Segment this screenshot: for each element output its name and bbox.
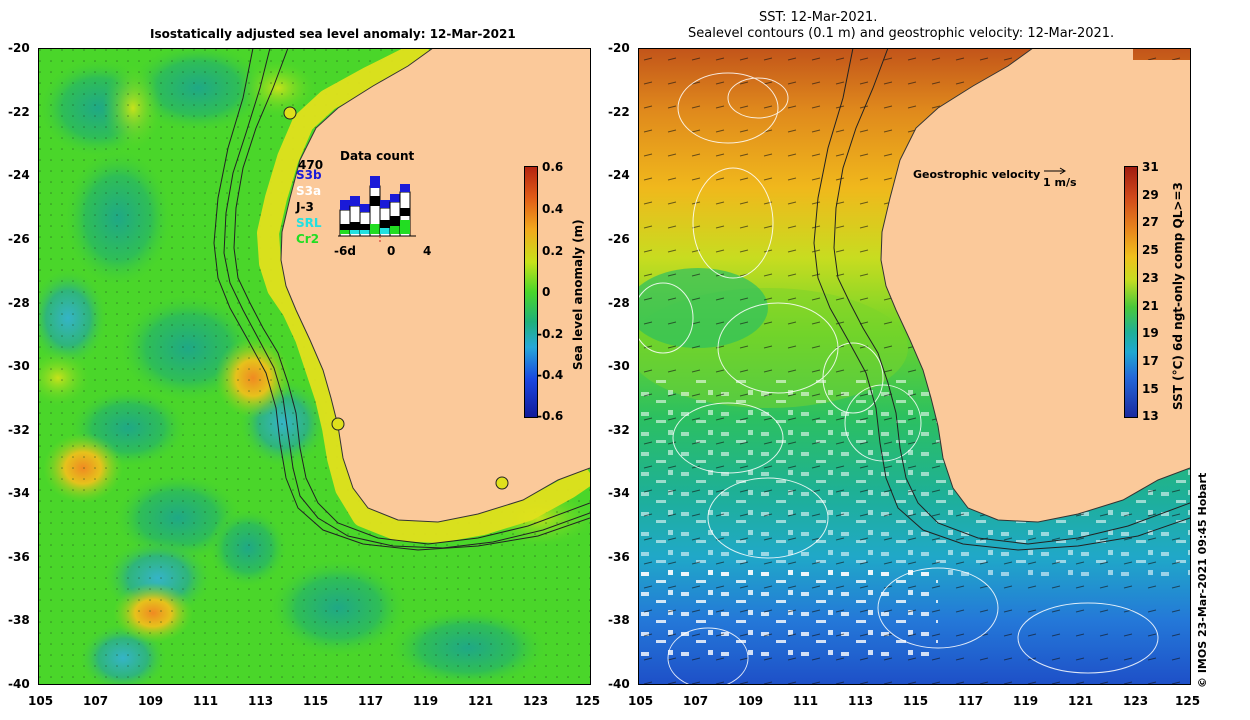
imos-credit: © IMOS 23-Mar-2021 09:45 Hobart [1196,472,1209,688]
y-tick: -36 [8,550,30,564]
sst-colorbar-tick: 31 [1142,160,1159,174]
sla-map-graphic [38,48,590,684]
sst-colorbar-tick: 17 [1142,354,1159,368]
sla-colorbar-tick: 0.2 [542,244,564,258]
satellite-label: Cr2 [296,232,320,246]
data-count-xlabel: 4 [423,244,432,258]
x-tick: 121 [468,694,494,708]
sst-colorbar-tick: 21 [1142,299,1159,313]
data-count-max: 470 [298,158,324,172]
x-tick: 111 [793,694,819,708]
y-tick: -30 [608,359,630,373]
y-tick: -34 [8,486,30,500]
sst-colorbar [1124,166,1138,418]
x-tick: 117 [358,694,384,708]
x-tick: 107 [683,694,709,708]
y-tick: -32 [608,423,630,437]
x-tick: 115 [903,694,929,708]
y-tick: -24 [8,168,30,182]
x-tick: 109 [738,694,764,708]
y-tick: -22 [8,105,30,119]
y-tick: -30 [8,359,30,373]
sst-colorbar-tick: 15 [1142,382,1159,396]
satellite-label: S3a [296,184,322,198]
right-panel-title-line2: Sealevel contours (0.1 m) and geostrophi… [688,26,1115,41]
velocity-scale-label: 1 m/s [1043,176,1077,189]
sla-colorbar-tick: -0.2 [537,327,564,341]
y-tick: -38 [608,613,630,627]
sst-map[interactable]: Geostrophic velocity 1 m/s 31 29 27 25 2… [638,48,1190,684]
sla-colorbar-tick: 0 [542,285,551,299]
x-tick: 119 [413,694,439,708]
sla-colorbar [524,166,538,418]
x-tick: 123 [523,694,549,708]
sla-colorbar-tick: -0.6 [537,409,564,423]
y-tick: -28 [8,296,30,310]
y-tick: -36 [608,550,630,564]
x-tick: 125 [1175,694,1201,708]
sst-colorbar-tick: 13 [1142,409,1159,423]
satellite-label: S3b [296,168,322,182]
x-tick: 111 [193,694,219,708]
satellite-label: SRL [296,216,322,230]
y-tick: -34 [608,486,630,500]
x-tick: 123 [1123,694,1149,708]
x-tick: 115 [303,694,329,708]
data-count-xlabel: -6d [334,244,356,258]
velocity-legend-label: Geostrophic velocity [913,168,1041,181]
sst-colorbar-tick: 19 [1142,326,1159,340]
y-tick: -32 [8,423,30,437]
histogram-bars [339,176,411,237]
sst-colorbar-tick: 29 [1142,188,1159,202]
x-tick: 113 [848,694,874,708]
x-tick: 113 [248,694,274,708]
sst-colorbar-tick: 25 [1142,243,1159,257]
sla-colorbar-tick: 0.6 [542,160,564,174]
x-tick: 105 [28,694,54,708]
left-panel-title: Isostatically adjusted sea level anomaly… [150,27,516,41]
y-tick: -40 [8,677,30,691]
sst-map-graphic [638,48,1190,684]
satellite-label: J-3 [296,200,314,214]
x-tick: 107 [83,694,109,708]
y-tick: -20 [608,41,630,55]
sla-colorbar-title: Sea level anomaly (m) [571,219,585,370]
sst-colorbar-tick: 23 [1142,271,1159,285]
y-tick: -26 [608,232,630,246]
x-tick: 119 [1013,694,1039,708]
data-count-xlabel: 0 [387,244,396,258]
y-tick: -24 [608,168,630,182]
x-tick: 125 [575,694,601,708]
y-tick: -22 [608,105,630,119]
y-tick: -38 [8,613,30,627]
x-tick: 109 [138,694,164,708]
y-tick: -20 [8,41,30,55]
y-tick: -28 [608,296,630,310]
sla-colorbar-tick: 0.4 [542,202,564,216]
sst-colorbar-title: SST (°C) 6d ngt-only comp QL>=3 [1171,182,1185,410]
sst-colorbar-tick: 27 [1142,215,1159,229]
x-tick: 105 [628,694,654,708]
y-tick: -26 [8,232,30,246]
y-tick: -40 [608,677,630,691]
sla-map[interactable]: Data count 470 S3b S3a J-3 SRL Cr2 [38,48,590,684]
sla-colorbar-tick: -0.4 [537,368,564,382]
right-panel-title-line1: SST: 12-Mar-2021. [759,10,878,25]
x-tick: 121 [1068,694,1094,708]
x-tick: 117 [958,694,984,708]
data-count-title: Data count [340,149,415,163]
data-count-histogram [338,176,416,242]
